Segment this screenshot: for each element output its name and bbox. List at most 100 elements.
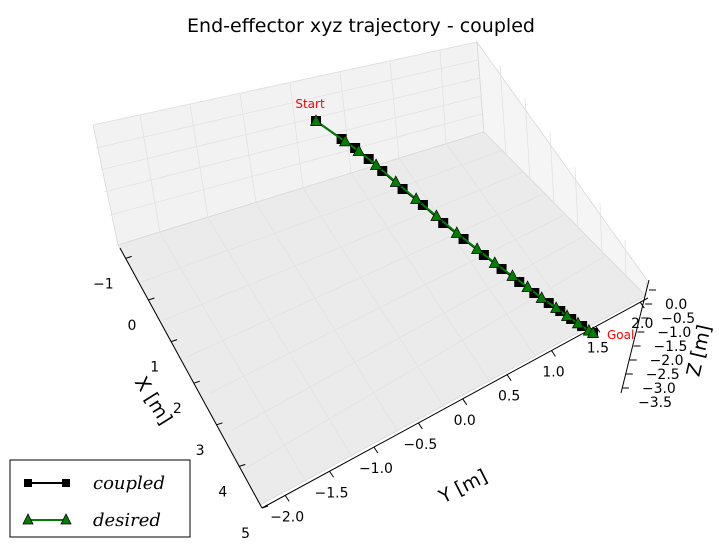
y-tick-label: 0.0 [454,413,476,429]
grid-line [245,255,606,469]
point-desired [309,114,323,126]
y-tick-mark [417,422,423,430]
point-coupled [438,218,449,228]
y-axis-label: Y [m] [435,465,491,508]
y-tick-label: −1.0 [359,461,393,477]
y-tick-label: 0.5 [498,389,520,405]
pane-right [476,40,648,297]
y-tick-label: −0.5 [403,437,437,453]
legend-box [9,459,191,538]
z-tick-label: 0.0 [665,297,687,313]
x-tick-label: 0 [127,318,136,334]
x-tick-mark [239,463,246,467]
z-tick-label: −2.5 [646,367,680,383]
grid-line [398,157,537,358]
x-axis-ticks: −1 0 1 2 3 4 5 [93,255,269,542]
grid-line [499,64,507,156]
grid-line [445,142,583,333]
z-tick-label: −2.0 [650,353,684,369]
point-desired [352,144,365,156]
point-desired [450,226,463,238]
chart-title: End-effector xyz trajectory - coupled [187,15,535,37]
legend-marker-coupled-left [24,479,32,487]
grid-line [103,95,482,193]
grid-line [289,82,304,189]
point-desired [506,269,519,281]
y-tick-mark [284,495,290,502]
y-tick-label: 1.5 [587,340,609,356]
grid-line [209,214,565,394]
point-desired [471,242,484,254]
axis-lines [119,247,650,509]
grid-line [339,71,352,174]
grid-line [231,235,585,431]
y-tick-mark [329,470,334,478]
grid-line [302,187,445,408]
x-tick-label: 1 [150,360,159,376]
grid-line [186,193,544,358]
x-tick-mark [193,380,200,384]
x-axis-label: X [m] [130,373,176,429]
y-axis-line [261,297,649,509]
grid-line [350,172,491,383]
grid-line [599,202,603,256]
back-panes [92,40,648,506]
point-desired [339,134,352,147]
grid-line [239,93,257,204]
grid-line [140,149,504,283]
grid-line [549,131,555,206]
y-tick-mark [462,398,468,406]
z-tick-label: −1.0 [657,325,691,341]
grid-line [624,239,627,279]
y-axis-ticks: −2.0 −1.5 −1.0 −0.5 0.0 0.5 1.0 1.5 2.0 [270,301,653,525]
x-tick-mark [148,297,155,301]
grid-lines [92,41,627,483]
grid-line [189,103,209,219]
point-desired [535,291,548,303]
point-desired [430,209,443,221]
x-axis-line [119,247,263,509]
legend-marker-desired-left [22,513,34,525]
grid-line [255,202,399,433]
x-tick-label: 4 [218,484,227,500]
grid-line [207,217,353,458]
legend: coupled desired [9,459,191,538]
legend-label-desired: desired [93,510,161,531]
z-tick-label: −3.5 [638,395,672,411]
y-tick-mark [551,350,556,357]
grid-line [574,166,579,231]
point-desired [521,280,534,292]
y-tick-label: −1.5 [315,485,349,501]
point-desired [586,326,600,338]
grid-line [163,171,524,321]
grid-line [99,77,480,171]
x-tick-label: 2 [173,401,182,417]
y-tick-label: 2.0 [631,316,653,332]
grid-line [139,114,161,234]
legend-marker-coupled-right [62,479,70,487]
z-tick-label: −0.5 [661,311,695,327]
y-tick-label: 1.0 [542,365,564,381]
x-tick-mark [170,339,178,343]
grid-line [109,113,483,216]
grid-line [159,232,307,483]
y-tick-label: −2.0 [270,509,304,525]
y-tick-mark [506,374,512,381]
point-desired [550,301,563,313]
y-tick-mark [373,446,379,454]
x-tick-label: 5 [241,526,250,542]
legend-entry-coupled: coupled [24,473,165,494]
z-axis-line [620,279,650,394]
grid-line [524,97,531,181]
point-desired [488,256,501,268]
x-tick-label: −1 [93,276,114,292]
point-coupled [397,184,408,194]
x-tick-mark [261,505,269,509]
point-desired [571,316,585,329]
grid-line [92,41,478,126]
legend-label-coupled: coupled [93,473,165,494]
grid-line [95,59,479,149]
goal-annotation: Goal [607,328,634,342]
z-tick-label: −1.5 [653,339,687,355]
